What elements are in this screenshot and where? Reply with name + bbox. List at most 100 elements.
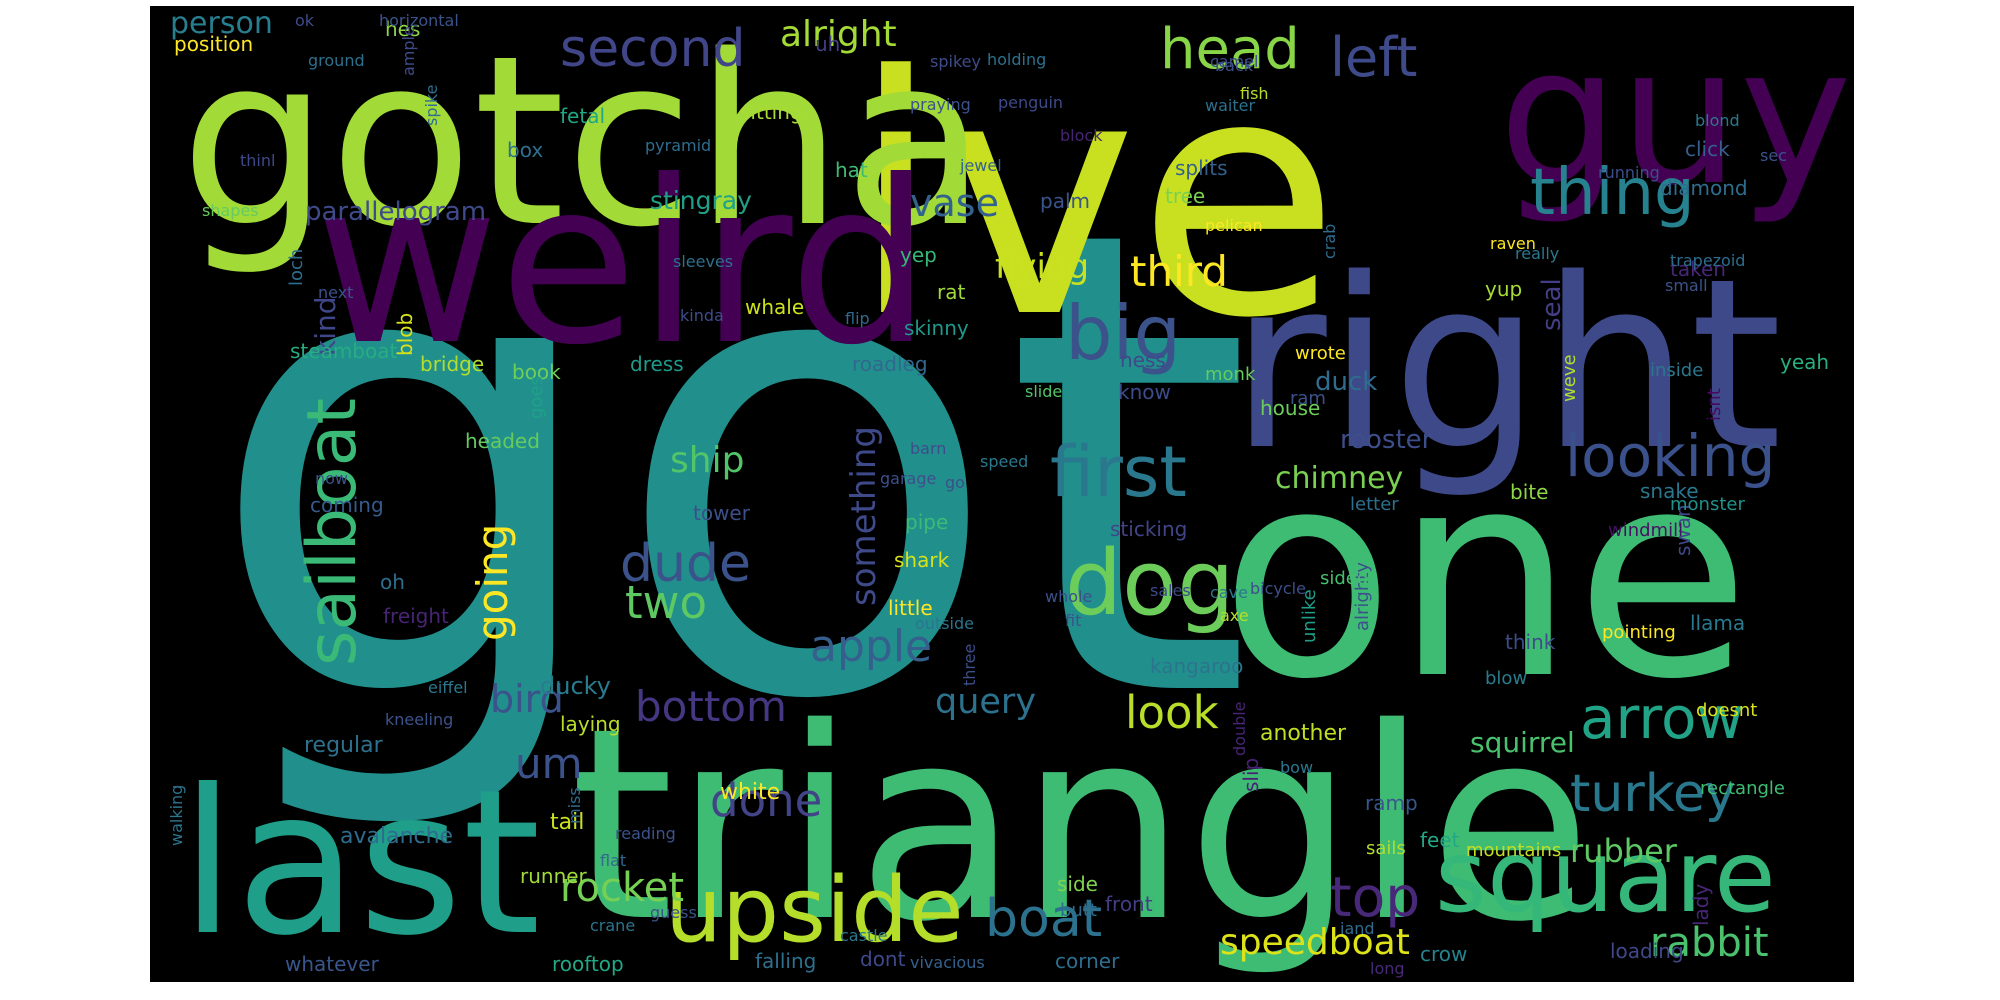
word-seal: seal [1537,278,1567,331]
word-llama: llama [1690,611,1745,635]
word-rocket: rocket [560,865,684,911]
word-fetal: fetal [560,104,605,128]
word-ground: ground [308,51,365,70]
word-monk: monk [1205,364,1256,385]
word-diamond: diamond [1660,176,1748,200]
word-guy: guy [1499,6,1852,227]
word-blob: blob [393,313,417,356]
word-dog: dog [1065,531,1234,636]
word-big: big [1065,289,1181,377]
word-person: person [170,6,273,41]
word-square: square [1435,818,1776,935]
word-oh: oh [380,570,405,594]
word-second: second [560,19,745,79]
word-loading: loading [1610,939,1684,963]
word-rabbit: rabbit [1650,920,1769,966]
word-crab: crab [1320,224,1339,259]
word-sleeves: sleeves [673,252,733,271]
word-crane: crane [590,916,635,935]
word-fit: fit [1065,611,1081,630]
word-bird: bird [490,677,564,721]
word-tail: tail [550,810,584,835]
word-tree: tree [1165,184,1205,208]
word-think: think [1505,630,1556,654]
word-position: position [174,32,253,56]
word-whale: whale [745,295,804,319]
word-slip: slip [1239,758,1263,792]
word-cloud: got ive gotcha one triangle right weird guy last… [150,6,1854,982]
word-yup: yup [1485,277,1522,301]
word-outside: outside [915,614,974,633]
word-boat: boat [985,889,1102,949]
word-uh: uh [815,32,840,56]
word-shapes: shapes [202,201,259,220]
word-pyramid: pyramid [645,136,711,155]
word-windmill: windmill [1608,520,1683,541]
word-chimney: chimney [1275,461,1403,496]
word-fish: fish [1240,84,1269,103]
word-raven: raven [1490,234,1536,253]
word-pipe: pipe [905,510,948,534]
word-loch: loch [286,249,307,286]
word-white: white [720,780,780,805]
word-flying: flying [995,247,1089,287]
word-bottom: bottom [635,682,787,731]
word-turkey: turkey [1570,764,1736,824]
word-kind: kind [309,296,342,356]
word-pelican: pelican [1205,216,1263,235]
word-speed: speed [980,452,1028,471]
word-vase: vase [910,181,999,225]
word-now: now [315,469,348,488]
word-tower: tower [693,501,751,525]
word-whole: whole [1045,587,1092,606]
word-shark: shark [894,548,950,572]
word-freight: freight [383,604,449,628]
word-house: house [1260,396,1320,420]
word-go: go [945,473,965,492]
word-book: book [512,360,561,384]
word-cave: cave [1210,583,1248,602]
word-camel: camel [1210,52,1258,71]
word-parallelogram: parallelogram [305,197,486,227]
word-axe: axe [1220,606,1249,625]
word-goes: goes [526,376,547,419]
word-next: next [318,283,353,302]
word-flat: flat [600,851,626,870]
word-holding: holding [987,50,1046,69]
word-hat: hat [835,158,868,182]
word-two: two [625,576,707,629]
word-bite: bite [1510,480,1548,504]
word-vivacious: vivacious [910,953,985,972]
word-garage: garage [880,469,936,488]
word-eiffel: eiffel [428,678,468,697]
word-jewel: jewel [959,156,1002,175]
word-roadleg: roadleg [852,352,928,376]
word-isnt: isnt [1704,388,1725,421]
word-swan: swan [1671,504,1695,556]
word-blond: blond [1695,111,1740,130]
word-trapezoid: trapezoid [1670,251,1745,270]
word-miss: miss [565,787,584,824]
word-ship: ship [670,440,744,481]
word-doesnt: doesnt [1696,700,1757,721]
word-bridge: bridge [420,352,484,376]
word-kinda: kinda [680,306,724,325]
word-dress: dress [630,352,684,376]
word-spikey: spikey [930,52,981,71]
word-skinny: skinny [904,316,969,340]
word-last: last [180,747,541,980]
word-arrow: arrow [1580,684,1744,752]
word-barn: barn [910,439,946,458]
word-um: um [515,739,583,788]
word-coming: coming [310,493,384,517]
word-ample: ample [399,26,418,76]
word-back: back [1215,56,1254,75]
word-triangle: triangle [570,672,1592,980]
word-first: first [1050,431,1187,513]
word-done: done [710,774,822,827]
word-guess: guess [650,903,697,922]
word-corner: corner [1055,949,1120,973]
word-sided: sided [1320,568,1368,589]
word-headed: headed [465,429,540,453]
